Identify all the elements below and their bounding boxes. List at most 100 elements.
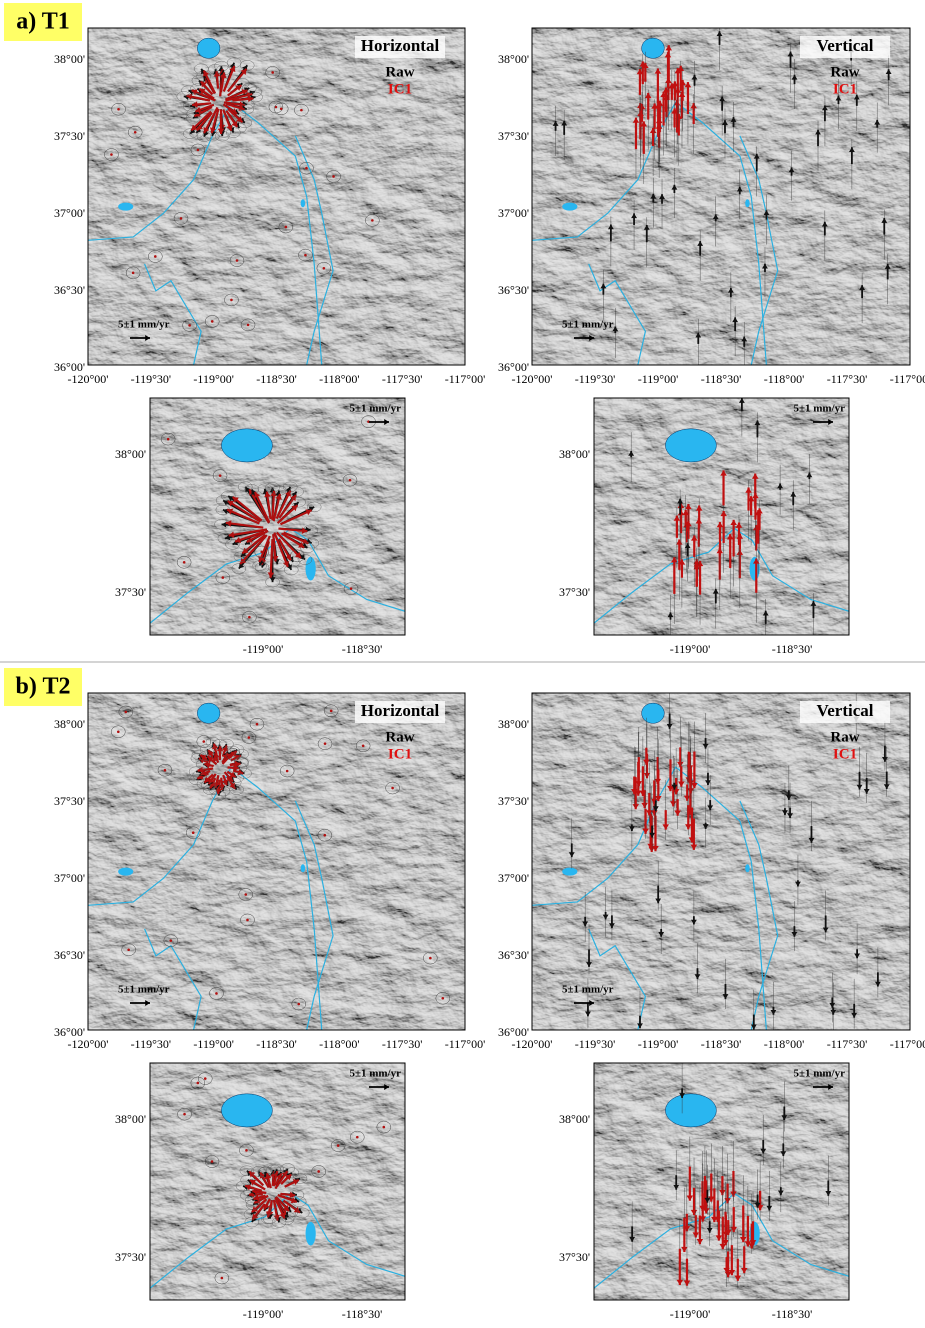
lat-label: 37°30' [559,1250,590,1264]
station [271,71,274,74]
lat-label: 37°30' [115,1250,146,1264]
vector-head [293,1206,300,1213]
vector-head [874,981,881,987]
error-ellipse [239,1165,255,1176]
vector-head [289,1191,296,1199]
lon-label: -118°30' [772,642,813,656]
vector-head [762,263,768,269]
station [220,1276,224,1280]
vector-head [692,1232,700,1238]
vector-head [643,224,650,230]
legend-raw: Raw [385,729,414,745]
lat-label: 36°00' [498,1025,529,1039]
station [329,709,333,713]
vector-head [821,221,828,227]
vector-head [674,68,682,74]
vector-head [677,761,684,768]
error-ellipse [280,1163,295,1174]
vector-head [648,846,655,852]
vector [239,534,268,565]
scale-label: 5±1 mm/yr [793,1068,845,1080]
lat-label: 36°00' [54,1025,85,1039]
map-frame [149,1062,406,1301]
station [246,918,249,922]
error-ellipse [111,725,126,739]
vector-head [552,121,559,126]
vector-head [246,536,253,543]
vector-head [734,1275,742,1281]
error-ellipse [204,315,220,328]
vector-head [696,1238,704,1245]
vector-head [674,810,681,816]
vector-head [305,509,312,516]
lat-label: 36°30' [498,948,529,962]
legend-raw: Raw [385,64,414,80]
vector-head [673,1184,680,1190]
lon-label: -117°30' [382,372,423,386]
vector-head [753,558,760,564]
section-label: b) T2 [16,674,71,700]
vector-head [145,335,150,341]
legend-raw: Raw [830,64,859,80]
station [191,831,195,835]
scale-label: 5±1 mm/yr [562,984,614,996]
lon-label: -118°00' [764,1037,805,1051]
vector-head [197,766,204,774]
vector-head [252,1213,259,1220]
legend-ic1: IC1 [388,746,412,762]
error-ellipse [311,1165,326,1178]
panel-title: Horizontal [361,701,440,720]
error-ellipse [240,913,255,927]
relief [88,28,465,365]
vector-head [754,420,761,426]
lake [641,702,665,724]
vector-head [740,1267,748,1274]
vector-head [815,129,821,135]
vector-head [665,45,673,51]
station [285,769,289,773]
error-ellipse [244,1216,260,1228]
vector-head [707,805,714,811]
vector-head [229,66,236,73]
station [361,744,365,748]
lon-label: -118°30' [772,1307,813,1321]
error-ellipse [234,757,249,769]
vector-head [637,102,644,109]
error-ellipse [148,250,163,263]
lon-label: -119°00' [638,372,679,386]
vector-head [602,914,609,920]
vector-head [279,1212,286,1219]
lat-label: 37°30' [559,585,590,599]
river [532,101,767,365]
vector-head [659,194,665,199]
lat-label: 38°00' [54,52,85,66]
station [304,253,307,257]
vector-head [685,824,692,830]
river [143,928,202,1030]
lon-label: -120°00' [68,372,109,386]
station [117,107,120,111]
error-ellipse [196,778,212,790]
error-ellipse [280,1211,296,1223]
error-ellipse [238,888,253,901]
vector-head [600,283,607,289]
vector-head [259,1172,266,1179]
vector-head [691,74,698,80]
vector [226,508,260,525]
lon-label: -120°00' [68,1037,109,1051]
vector-head [229,782,236,789]
vector-head [651,810,658,816]
vector-head [785,795,792,800]
vector-head [874,119,881,125]
error-ellipse [231,563,247,574]
lon-label: -119°00' [670,1307,711,1321]
vector-head [777,483,784,489]
vector-head [247,95,254,103]
vector-head [730,1226,737,1233]
error-ellipse [297,554,313,565]
error-ellipse [323,704,339,718]
vector-head [223,500,229,506]
vector-head [712,588,719,594]
error-ellipse [350,1130,365,1144]
error-ellipse [209,987,224,1000]
